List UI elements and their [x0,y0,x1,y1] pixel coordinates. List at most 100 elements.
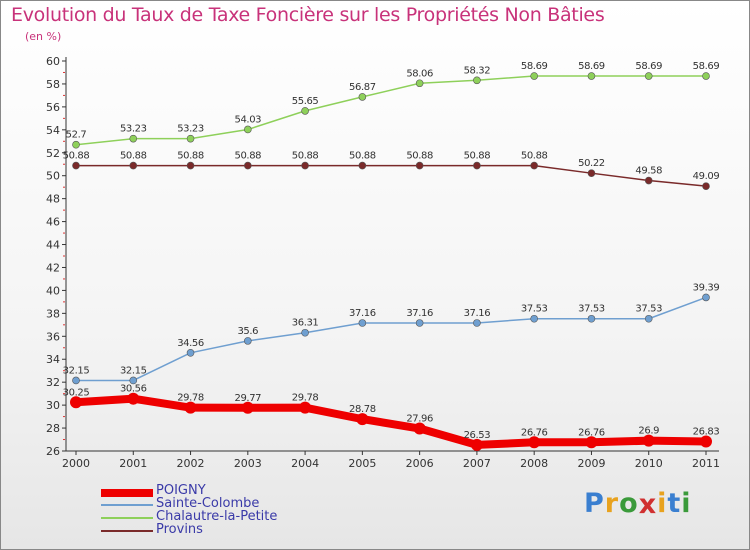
x-tick-label: 2001 [119,457,147,470]
data-point [473,161,481,170]
x-tick-label: 2004 [291,457,319,470]
series-line [75,75,706,146]
data-point [528,436,541,449]
data-point [186,349,195,357]
data-point [72,140,80,149]
y-tick-label: 38 [46,307,60,320]
data-point [244,161,252,170]
data-point [473,319,481,327]
x-tick-label: 2000 [62,457,90,470]
data-point [702,293,710,302]
data-label: 29.78 [177,393,204,404]
y-tick-label: 58 [46,78,60,91]
data-label: 35.6 [237,326,258,337]
y-tick-label: 40 [46,284,60,297]
x-tick-label: 2003 [234,457,262,470]
data-point [470,438,483,451]
data-label: 34.56 [177,338,204,349]
legend-swatch [101,530,153,532]
data-point [356,413,369,426]
logo-letter: P [584,488,605,519]
y-tick-label: 56 [46,101,60,114]
y-tick-label: 26 [46,445,60,458]
data-point [358,161,367,170]
data-label: 27.96 [406,414,433,425]
data-label: 50.88 [349,151,376,162]
y-tick-label: 30 [46,399,60,412]
data-label: 37.16 [464,308,491,319]
legend-label: Provins [156,522,203,537]
data-label: 29.77 [234,393,261,404]
data-point [301,107,309,115]
logo-letter: t [667,488,682,519]
legend-label: POIGNY [156,483,206,498]
data-point [415,319,424,327]
data-label: 32.15 [63,365,90,376]
data-point [702,182,710,190]
y-tick-label: 44 [46,239,60,252]
legend-label: Sainte-Colombe [156,496,260,511]
data-point [299,401,312,414]
y-tick-label: 60 [46,55,60,68]
data-point [301,328,309,337]
x-tick-label: 2002 [177,457,205,470]
data-label: 26.83 [693,426,720,437]
x-tick-label: 2008 [520,457,548,470]
data-label: 37.53 [635,304,662,315]
data-point [186,161,195,170]
data-label: 37.53 [521,304,548,315]
data-point [585,436,598,449]
logo-letter: i [681,488,692,519]
data-point [700,435,712,448]
data-label: 58.06 [406,68,433,79]
data-label: 26.9 [638,426,659,437]
data-label: 58.69 [635,61,662,72]
y-tick-label: 46 [46,216,60,229]
legend-label: Chalautre-la-Petite [156,509,278,524]
data-point [129,134,138,143]
x-tick-label: 2007 [463,457,491,470]
x-tick-label: 2009 [577,457,605,470]
data-label: 50.88 [177,151,204,162]
data-point [644,176,653,185]
data-point [587,314,596,323]
data-point [473,76,481,85]
data-point [241,401,254,414]
data-point [358,319,367,327]
data-label: 28.78 [349,404,376,415]
series-line [76,164,707,187]
data-point [530,161,538,170]
data-point [587,72,596,80]
data-point [127,392,140,405]
data-label: 58.69 [578,61,605,72]
x-tick-label: 2006 [406,457,434,470]
data-label: 30.56 [120,384,147,395]
x-tick-label: 2011 [692,457,720,470]
data-label: 50.88 [234,151,261,162]
data-label: 55.65 [292,96,319,107]
logo-letter: o [619,488,639,519]
data-label: 39.39 [693,282,720,293]
x-tick-label: 2010 [635,457,663,470]
data-point [413,422,426,435]
data-point [70,396,82,409]
data-label: 50.88 [63,151,90,162]
x-tick-label: 2005 [348,457,376,470]
data-label: 58.69 [521,61,548,72]
data-label: 50.88 [464,151,491,162]
data-point [244,337,252,345]
y-tick-label: 54 [46,124,60,137]
data-label: 32.15 [120,365,147,376]
y-tick-label: 52 [46,147,60,160]
data-label: 50.88 [292,151,319,162]
y-tick-label: 50 [46,170,60,183]
data-label: 37.16 [349,308,376,319]
logo-letter: r [604,488,620,519]
data-label: 30.25 [63,387,90,398]
data-label: 58.69 [693,61,720,72]
data-label: 50.88 [120,151,147,162]
chart-title: Evolution du Taux de Taxe Foncière sur l… [11,4,605,26]
data-point [129,161,138,170]
y-tick-label: 28 [46,422,60,435]
